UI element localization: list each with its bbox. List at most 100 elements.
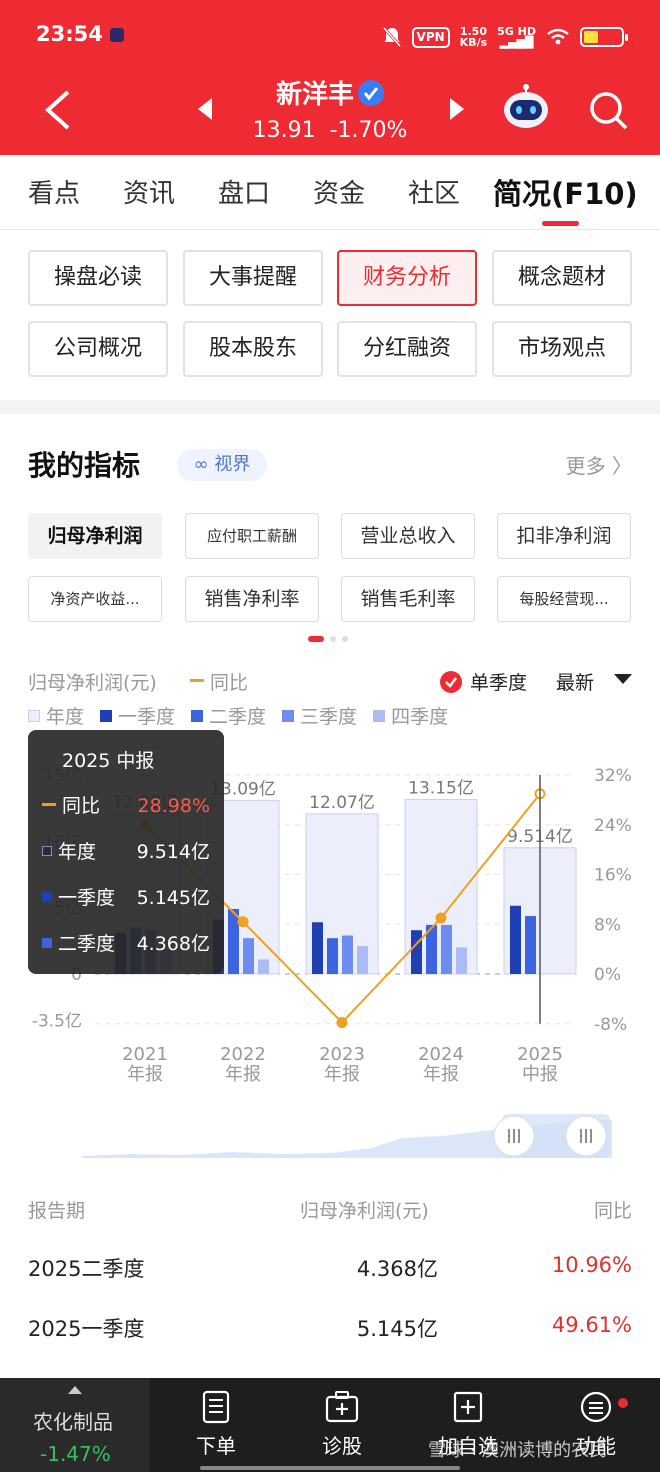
- expand-up-icon[interactable]: [68, 1386, 82, 1394]
- x-tick-label: 2021: [122, 1044, 168, 1065]
- dropdown-arrow-icon[interactable]: [614, 674, 632, 684]
- wifi-icon: [547, 28, 569, 45]
- net-speed: 1.50 KB/s: [459, 25, 488, 49]
- menu-concepts[interactable]: 概念题材: [492, 250, 632, 306]
- quarter-bar: [525, 916, 536, 974]
- yoy-point: [237, 916, 249, 928]
- quarter-bar: [357, 946, 368, 974]
- prev-stock-icon[interactable]: [196, 96, 214, 122]
- annual-bar-label: 12.07亿: [309, 793, 375, 813]
- functions-button[interactable]: 功能: [556, 1390, 636, 1459]
- x-tick-label: 2023: [319, 1044, 365, 1065]
- order-button[interactable]: 下单: [176, 1390, 256, 1459]
- legend-q4: 四季度: [373, 702, 448, 729]
- tab-orderbook[interactable]: 盘口: [218, 179, 271, 209]
- tooltip-row-q1: 一季度 5.145亿: [42, 875, 210, 921]
- menu-shareholders[interactable]: 股本股东: [183, 321, 323, 377]
- yoy-point: [435, 912, 447, 924]
- infinity-icon: ∞: [193, 454, 209, 475]
- row-yoy: 10.96%: [551, 1253, 632, 1277]
- tab-f10[interactable]: 简况(F10): [493, 177, 638, 211]
- next-stock-icon[interactable]: [448, 96, 466, 122]
- notification-dot: [618, 1398, 628, 1408]
- latest-dropdown[interactable]: 最新: [556, 672, 595, 694]
- range-slider[interactable]: [72, 1108, 612, 1164]
- table-header-yoy: 同比: [593, 1200, 632, 1222]
- x-tick-label: 年报: [127, 1064, 163, 1085]
- add-watchlist-button[interactable]: 加自选: [428, 1390, 508, 1459]
- chip-deducted-profit[interactable]: 扣非净利润: [497, 513, 631, 559]
- legend-annual: 年度: [28, 702, 84, 729]
- order-icon: [202, 1390, 230, 1424]
- menu-dividends[interactable]: 分红融资: [337, 321, 477, 377]
- row-value: 5.145亿: [356, 1317, 438, 1341]
- chip-net-margin[interactable]: 销售净利率: [185, 576, 319, 622]
- tab-news[interactable]: 资讯: [123, 179, 176, 209]
- tab-highlights[interactable]: 看点: [28, 179, 81, 209]
- stock-change: -1.70%: [329, 118, 408, 143]
- bottom-toolbar: 农化制品 -1.47% 下单 诊股 加自选 功能: [0, 1378, 660, 1472]
- chip-payroll[interactable]: 应付职工薪酬: [185, 513, 319, 559]
- single-quarter-toggle[interactable]: 单季度: [440, 668, 527, 695]
- section-title: 我的指标: [28, 449, 141, 482]
- tab-funds[interactable]: 资金: [313, 179, 366, 209]
- x-tick-label: 年报: [423, 1064, 459, 1085]
- menu-market-views[interactable]: 市场观点: [492, 321, 632, 377]
- sector-ticker[interactable]: 农化制品 -1.47%: [0, 1378, 150, 1472]
- chip-revenue[interactable]: 营业总收入: [341, 513, 475, 559]
- section-divider: [0, 400, 660, 414]
- network-type: 5G HD ▂▄▆█: [497, 25, 536, 49]
- menu-trading-guide[interactable]: 操盘必读: [28, 250, 168, 306]
- y-right-tick: 8%: [594, 915, 621, 935]
- y-right-tick: 32%: [594, 766, 632, 786]
- stock-price: 13.91: [252, 118, 316, 143]
- legend-q2: 二季度: [191, 702, 266, 729]
- sector-change: -1.47%: [40, 1442, 111, 1466]
- back-icon[interactable]: [38, 88, 78, 132]
- quarter-bar: [411, 930, 422, 974]
- checked-icon: [440, 670, 462, 693]
- view-badge[interactable]: ∞ 视界: [177, 449, 267, 481]
- menu-events[interactable]: 大事提醒: [183, 250, 323, 306]
- menu-financial-analysis[interactable]: 财务分析: [337, 250, 477, 306]
- quarter-bar: [510, 905, 521, 974]
- quarter-bar: [312, 922, 323, 974]
- menu-company-profile[interactable]: 公司概况: [28, 321, 168, 377]
- row-period: 2025二季度: [28, 1257, 145, 1281]
- chart-legend: 年度 一季度 二季度 三季度 四季度: [28, 702, 448, 729]
- pager-dot: [330, 636, 336, 642]
- chip-roe[interactable]: 净资产收益...: [28, 576, 162, 622]
- quarter-bar: [243, 938, 254, 974]
- tab-bar: 看点 资讯 盘口 资金 社区 简况(F10): [0, 155, 660, 230]
- pager-dot: [342, 636, 348, 642]
- yoy-legend-marker: [190, 679, 204, 682]
- quarter-bar: [441, 924, 452, 974]
- pager-dot-active: [308, 636, 324, 642]
- x-tick-label: 年报: [225, 1064, 261, 1085]
- x-tick-label: 年报: [324, 1064, 360, 1085]
- menu-icon: [580, 1391, 612, 1423]
- verified-icon: [358, 79, 384, 106]
- tooltip-title: 2025 中报: [62, 750, 155, 772]
- ai-assistant-icon[interactable]: [502, 84, 550, 132]
- slider-handle-right[interactable]: [565, 1115, 607, 1157]
- chart-metric-label: 归母净利润(元): [28, 672, 157, 694]
- slider-handle-left[interactable]: [493, 1115, 535, 1157]
- diagnose-button[interactable]: 诊股: [302, 1390, 382, 1459]
- home-indicator[interactable]: [200, 1466, 460, 1470]
- quarter-bar: [456, 947, 467, 974]
- y-right-tick: -8%: [594, 1015, 627, 1035]
- y-right-tick: 24%: [594, 816, 632, 836]
- stock-quote: 13.91 -1.70%: [0, 118, 660, 143]
- table-header-value: 归母净利润(元): [300, 1200, 429, 1222]
- search-icon[interactable]: [586, 88, 630, 132]
- quarter-bar: [342, 935, 353, 974]
- quarter-bar: [327, 938, 338, 974]
- row-period: 2025一季度: [28, 1317, 145, 1341]
- tab-community[interactable]: 社区: [408, 179, 461, 209]
- quarter-bar: [426, 924, 437, 974]
- chip-operating-cashflow[interactable]: 每股经营现...: [497, 576, 631, 622]
- more-link[interactable]: 更多 〉: [565, 454, 632, 478]
- chip-net-profit[interactable]: 归母净利润: [28, 513, 162, 559]
- chip-gross-margin[interactable]: 销售毛利率: [341, 576, 475, 622]
